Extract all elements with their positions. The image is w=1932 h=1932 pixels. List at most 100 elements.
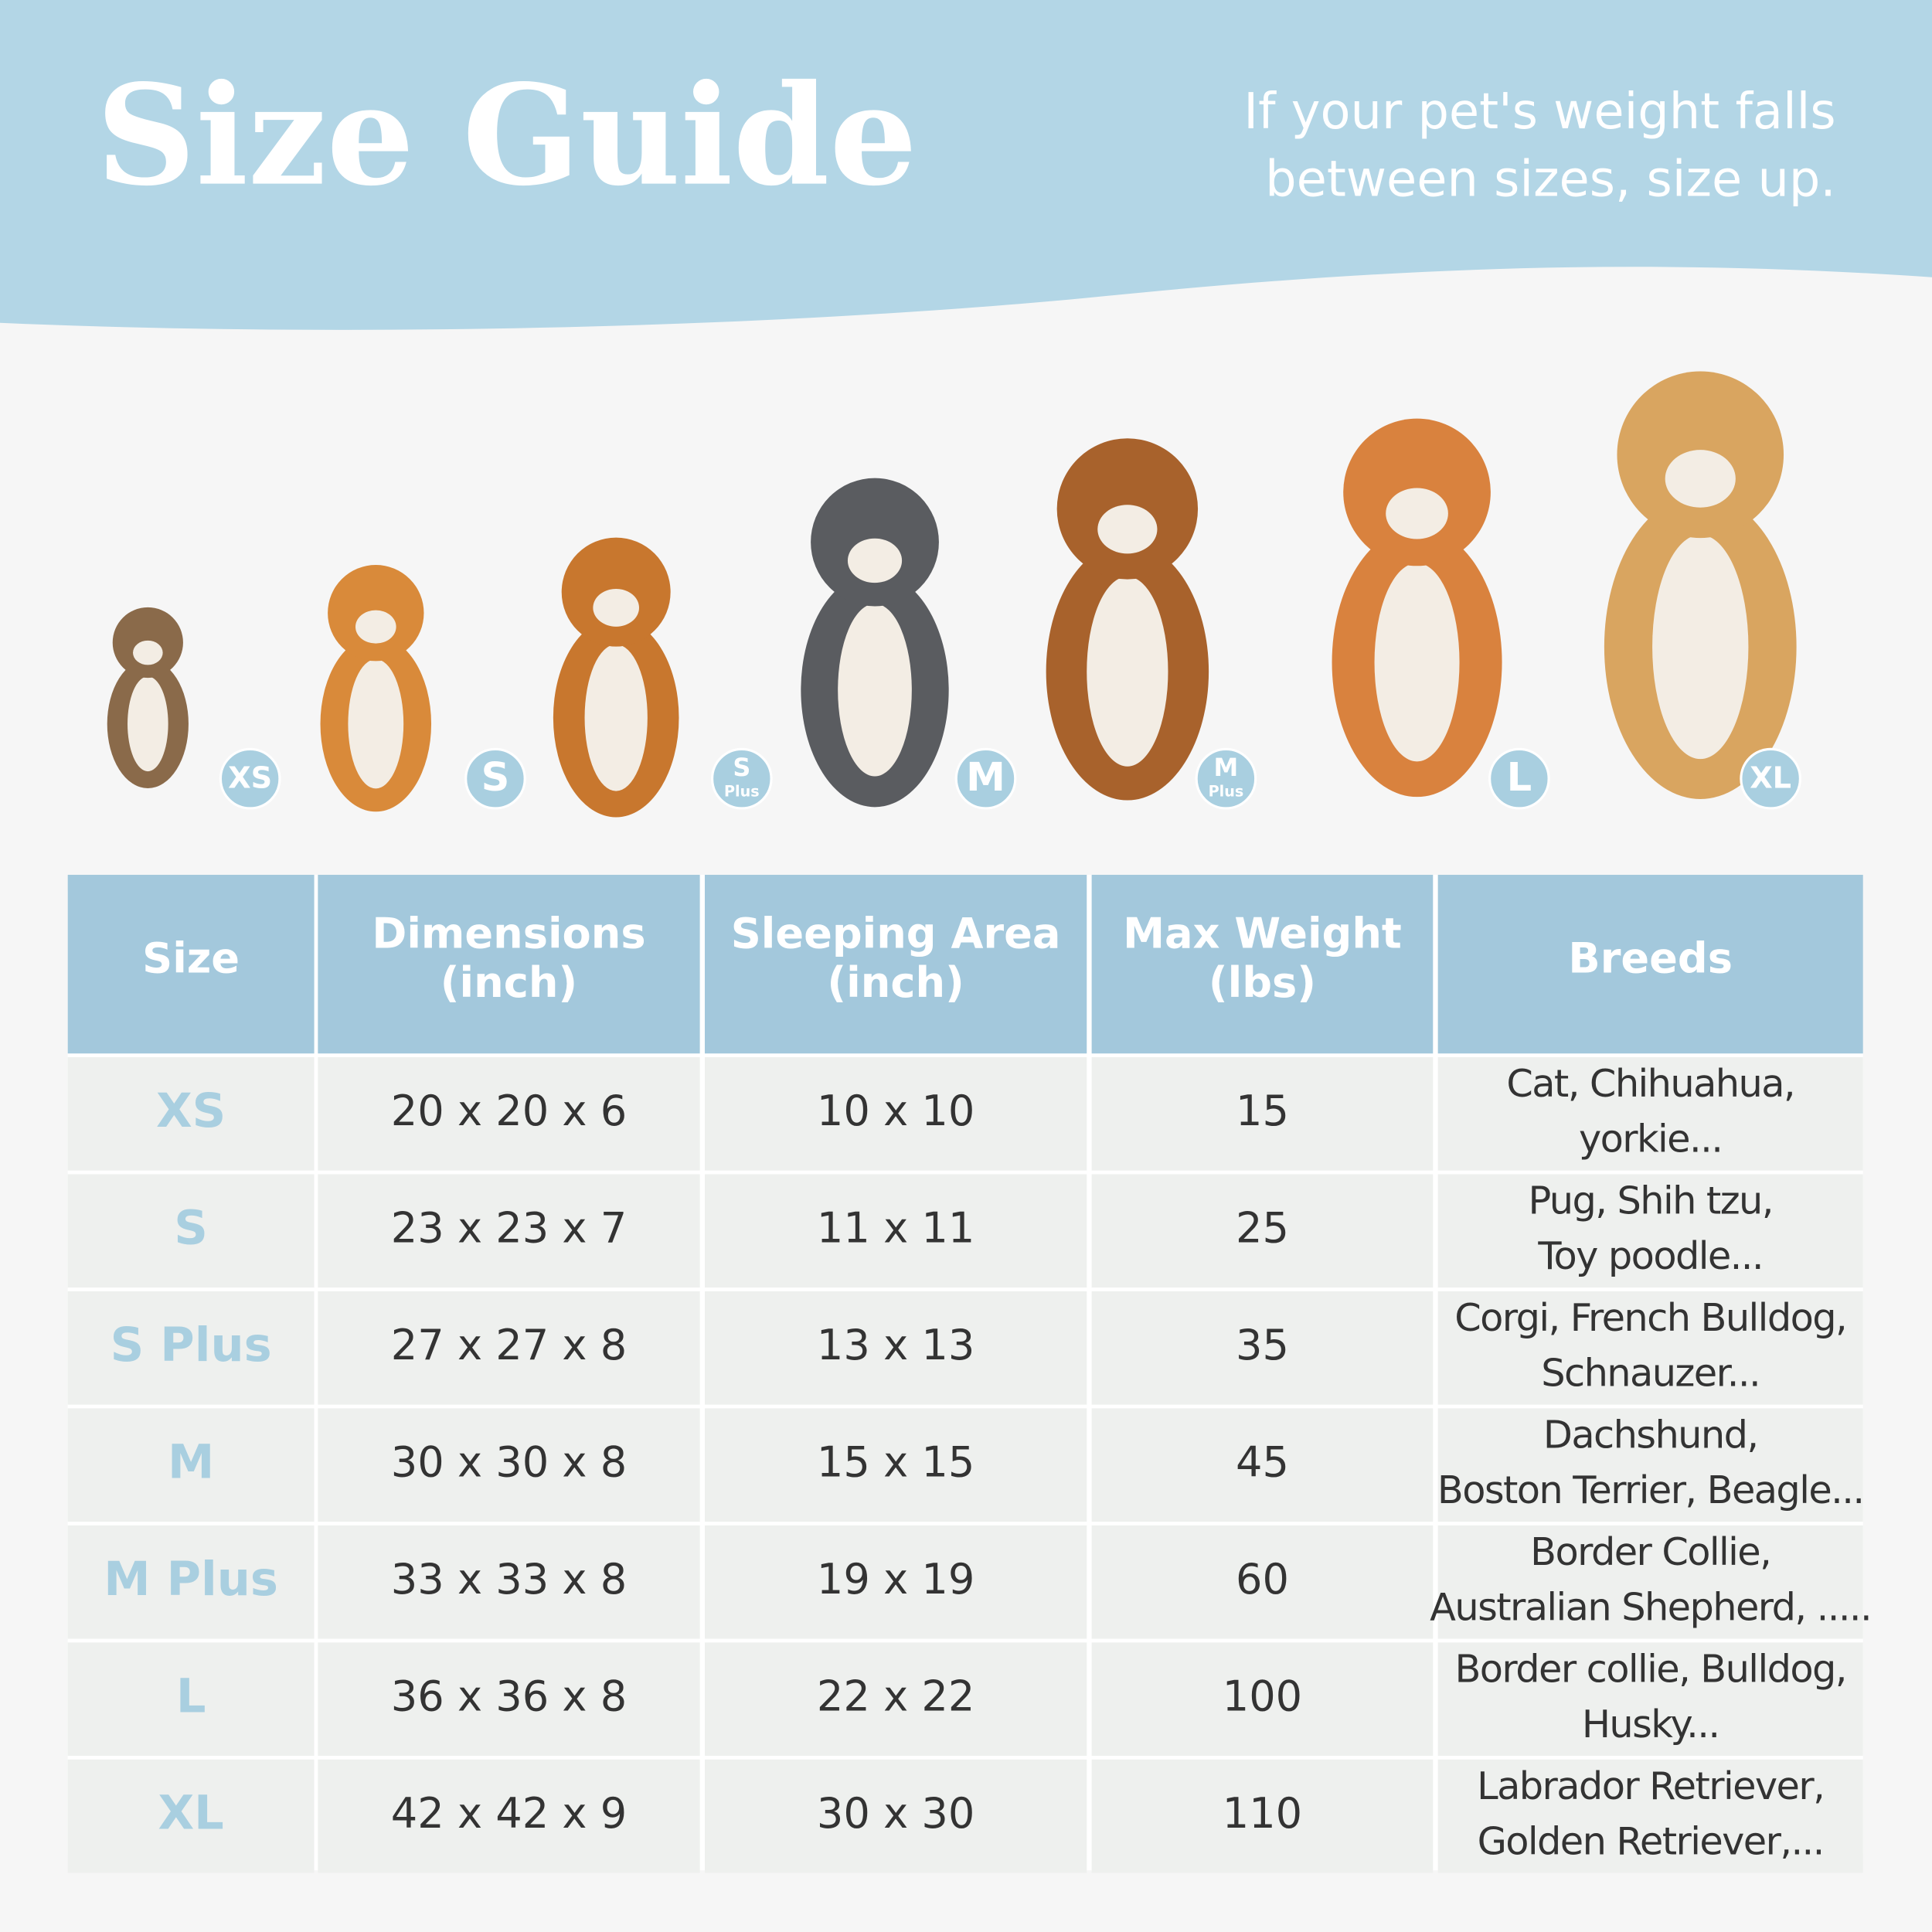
table-cell: [1091, 1056, 1434, 1171]
header-band: [0, 0, 1932, 330]
pet-chest: [584, 644, 648, 791]
cell-text: 19 x 19: [817, 1555, 975, 1604]
column-header: Sleeping Area: [731, 909, 1061, 957]
table-cell: [1437, 1056, 1863, 1171]
table-cell: [1091, 1642, 1434, 1757]
cell-text: 20 x 20 x 6: [391, 1087, 627, 1135]
badge-label: XL: [1750, 761, 1791, 796]
cell-text: 110: [1223, 1789, 1302, 1838]
table-cell: [67, 1291, 315, 1405]
cell-text: 15 x 15: [817, 1437, 975, 1486]
badge-label: M: [1214, 753, 1239, 782]
table-cell: [67, 1759, 315, 1873]
table-cell: [704, 1642, 1087, 1757]
breeds-text: Toy poodle...: [1537, 1233, 1763, 1278]
pet-chest: [1374, 563, 1460, 762]
cell-text: 35: [1236, 1321, 1289, 1369]
cell-text: 45: [1236, 1437, 1289, 1486]
table-cell: [67, 1642, 315, 1757]
table-cell: [67, 1056, 315, 1171]
size-label: S Plus: [111, 1318, 272, 1372]
pet-muzzle: [847, 538, 903, 583]
badge-label: XS: [228, 761, 272, 796]
cell-text: 30 x 30: [817, 1789, 975, 1838]
pet-muzzle: [1386, 488, 1448, 539]
header-cell: [67, 875, 315, 1054]
cell-text: 27 x 27 x 8: [391, 1321, 627, 1369]
column-header: Max Weight: [1123, 909, 1402, 957]
size-badge: [1195, 747, 1257, 810]
table-cell: [1437, 1525, 1863, 1639]
column-header: Size: [142, 934, 240, 982]
header-cell: [1437, 875, 1863, 1054]
cell-text: 15: [1236, 1087, 1289, 1135]
table-cell: [1437, 1642, 1863, 1757]
breeds-text: Labrador Retriever,: [1477, 1764, 1824, 1808]
table-cell: [1091, 1174, 1434, 1288]
badge-sublabel: Plus: [724, 783, 760, 801]
table-cell: [1091, 1408, 1434, 1522]
breeds-text: Border collie, Bulldog,: [1454, 1646, 1845, 1691]
breeds-text: Border Collie,: [1530, 1529, 1770, 1574]
table-cell: [318, 1642, 700, 1757]
pet-chest: [1087, 577, 1168, 767]
cell-text: 11 x 11: [817, 1203, 975, 1252]
cell-text: 33 x 33 x 8: [391, 1555, 627, 1604]
breeds-text: Golden Retriever,...: [1478, 1819, 1824, 1864]
pet-muzzle: [355, 610, 396, 644]
size-label: L: [176, 1669, 206, 1723]
table-cell: [318, 1056, 700, 1171]
size-badge: [954, 747, 1017, 810]
size-badge: [464, 747, 526, 810]
table-cell: [67, 1408, 315, 1522]
pet-muzzle: [593, 589, 640, 627]
breeds-text: Australian Shepherd, .....: [1430, 1585, 1871, 1630]
size-badge: [710, 747, 773, 810]
table-cell: [704, 1525, 1087, 1639]
table-cell: [67, 1174, 315, 1288]
table-cell: [1437, 1408, 1863, 1522]
table-cell: [318, 1408, 700, 1522]
table-cell: [1437, 1291, 1863, 1405]
breeds-text: Cat, Chihuahua,: [1506, 1061, 1794, 1106]
pet-chest: [348, 658, 404, 789]
breeds-text: Dachshund,: [1543, 1412, 1758, 1457]
cell-text: 30 x 30 x 8: [391, 1437, 627, 1486]
cell-text: 100: [1223, 1672, 1302, 1720]
cell-text: 60: [1236, 1555, 1289, 1604]
pet-muzzle: [1097, 505, 1158, 554]
table-cell: [704, 1174, 1087, 1288]
header-cell: [704, 875, 1087, 1054]
size-label: XS: [156, 1084, 226, 1138]
column-header: (inch): [827, 958, 964, 1007]
table-cell: [704, 1056, 1087, 1171]
table-cell: [704, 1408, 1087, 1522]
table-cell: [318, 1525, 700, 1639]
table-cell: [67, 1525, 315, 1639]
pet-muzzle: [1665, 450, 1736, 508]
size-label: S: [174, 1201, 208, 1255]
size-badge: [1740, 747, 1801, 810]
column-header: (lbs): [1209, 958, 1316, 1007]
breeds-text: yorkie...: [1579, 1117, 1722, 1162]
breeds-text: Schnauzer...: [1541, 1351, 1760, 1396]
table-cell: [1091, 1291, 1434, 1405]
pet-chest: [838, 604, 912, 777]
table-cell: [1437, 1174, 1863, 1288]
cell-text: 23 x 23 x 7: [391, 1203, 627, 1252]
cell-text: 13 x 13: [817, 1321, 975, 1369]
title: Size Guide: [96, 55, 917, 217]
badge-label: M: [966, 755, 1005, 801]
cell-text: 42 x 42 x 9: [391, 1789, 627, 1838]
badge-sublabel: Plus: [1209, 783, 1244, 801]
table-cell: [1437, 1759, 1863, 1873]
cell-text: 22 x 22: [817, 1672, 975, 1720]
breeds-text: Husky...: [1582, 1702, 1719, 1747]
badge-label: L: [1507, 755, 1532, 801]
size-badge: [219, 747, 281, 810]
header-cell: [1091, 875, 1434, 1054]
badge-label: S: [733, 753, 750, 782]
size-label: XL: [158, 1787, 223, 1841]
breeds-text: Pug, Shih tzu,: [1528, 1178, 1772, 1223]
breeds-text: Boston Terrier, Beagle...: [1437, 1468, 1864, 1512]
